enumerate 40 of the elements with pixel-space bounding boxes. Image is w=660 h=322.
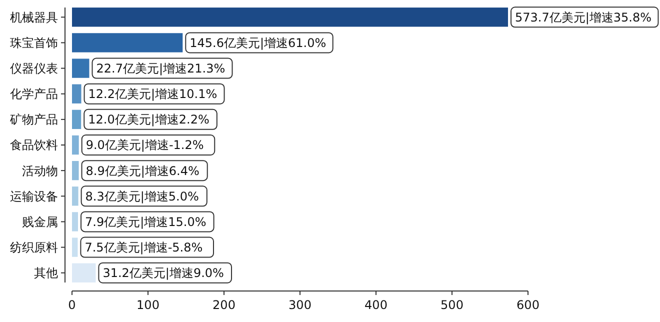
y-tick-label: 其他	[34, 266, 58, 280]
data-label: 7.5亿美元|增速-5.8%	[84, 240, 203, 254]
x-tick-label: 100	[136, 298, 160, 312]
y-tick-label: 化学产品	[10, 87, 58, 102]
bar	[72, 160, 79, 180]
y-tick-label: 贱金属	[22, 214, 58, 229]
bar	[72, 84, 82, 104]
y-tick-label: 纺织原料	[10, 240, 58, 254]
data-label: 12.0亿美元|增速2.2%	[88, 112, 210, 127]
bar	[72, 8, 508, 27]
data-label: 8.3亿美元|增速5.0%	[85, 189, 199, 204]
x-tick-label: 0	[68, 298, 76, 312]
data-label: 9.0亿美元|增速-1.2%	[86, 138, 204, 152]
data-label: 8.9亿美元|增速6.4%	[86, 164, 200, 178]
data-label: 573.7亿美元|增速35.8%	[515, 10, 652, 24]
y-tick-label: 珠宝首饰	[10, 36, 58, 50]
y-tick-label: 仪器仪表	[10, 61, 58, 76]
x-tick-label: 600	[516, 298, 540, 312]
data-label: 7.9亿美元|增速15.0%	[85, 214, 206, 229]
data-label: 31.2亿美元|增速9.0%	[102, 266, 224, 280]
bar	[72, 238, 78, 257]
bar	[72, 186, 78, 206]
bar	[72, 263, 96, 282]
x-tick-label: 300	[288, 298, 312, 312]
y-tick-label: 食品饮料	[10, 138, 58, 152]
bar	[72, 110, 82, 130]
y-tick-label: 矿物产品	[9, 112, 58, 127]
x-tick-label: 500	[440, 298, 464, 312]
bar	[72, 58, 90, 78]
y-tick-label: 活动物	[22, 164, 58, 178]
x-tick-label: 400	[364, 298, 388, 312]
data-label: 145.6亿美元|增速61.0%	[190, 36, 326, 50]
y-tick-label: 运输设备	[10, 189, 58, 204]
bar	[72, 212, 78, 232]
data-label: 22.7亿美元|增速21.3%	[96, 61, 226, 76]
data-label: 12.2亿美元|增速10.1%	[88, 87, 218, 102]
bar	[72, 135, 79, 155]
y-tick-label: 机械器具	[10, 10, 58, 24]
x-tick-label: 200	[212, 298, 236, 312]
bar	[72, 33, 183, 52]
